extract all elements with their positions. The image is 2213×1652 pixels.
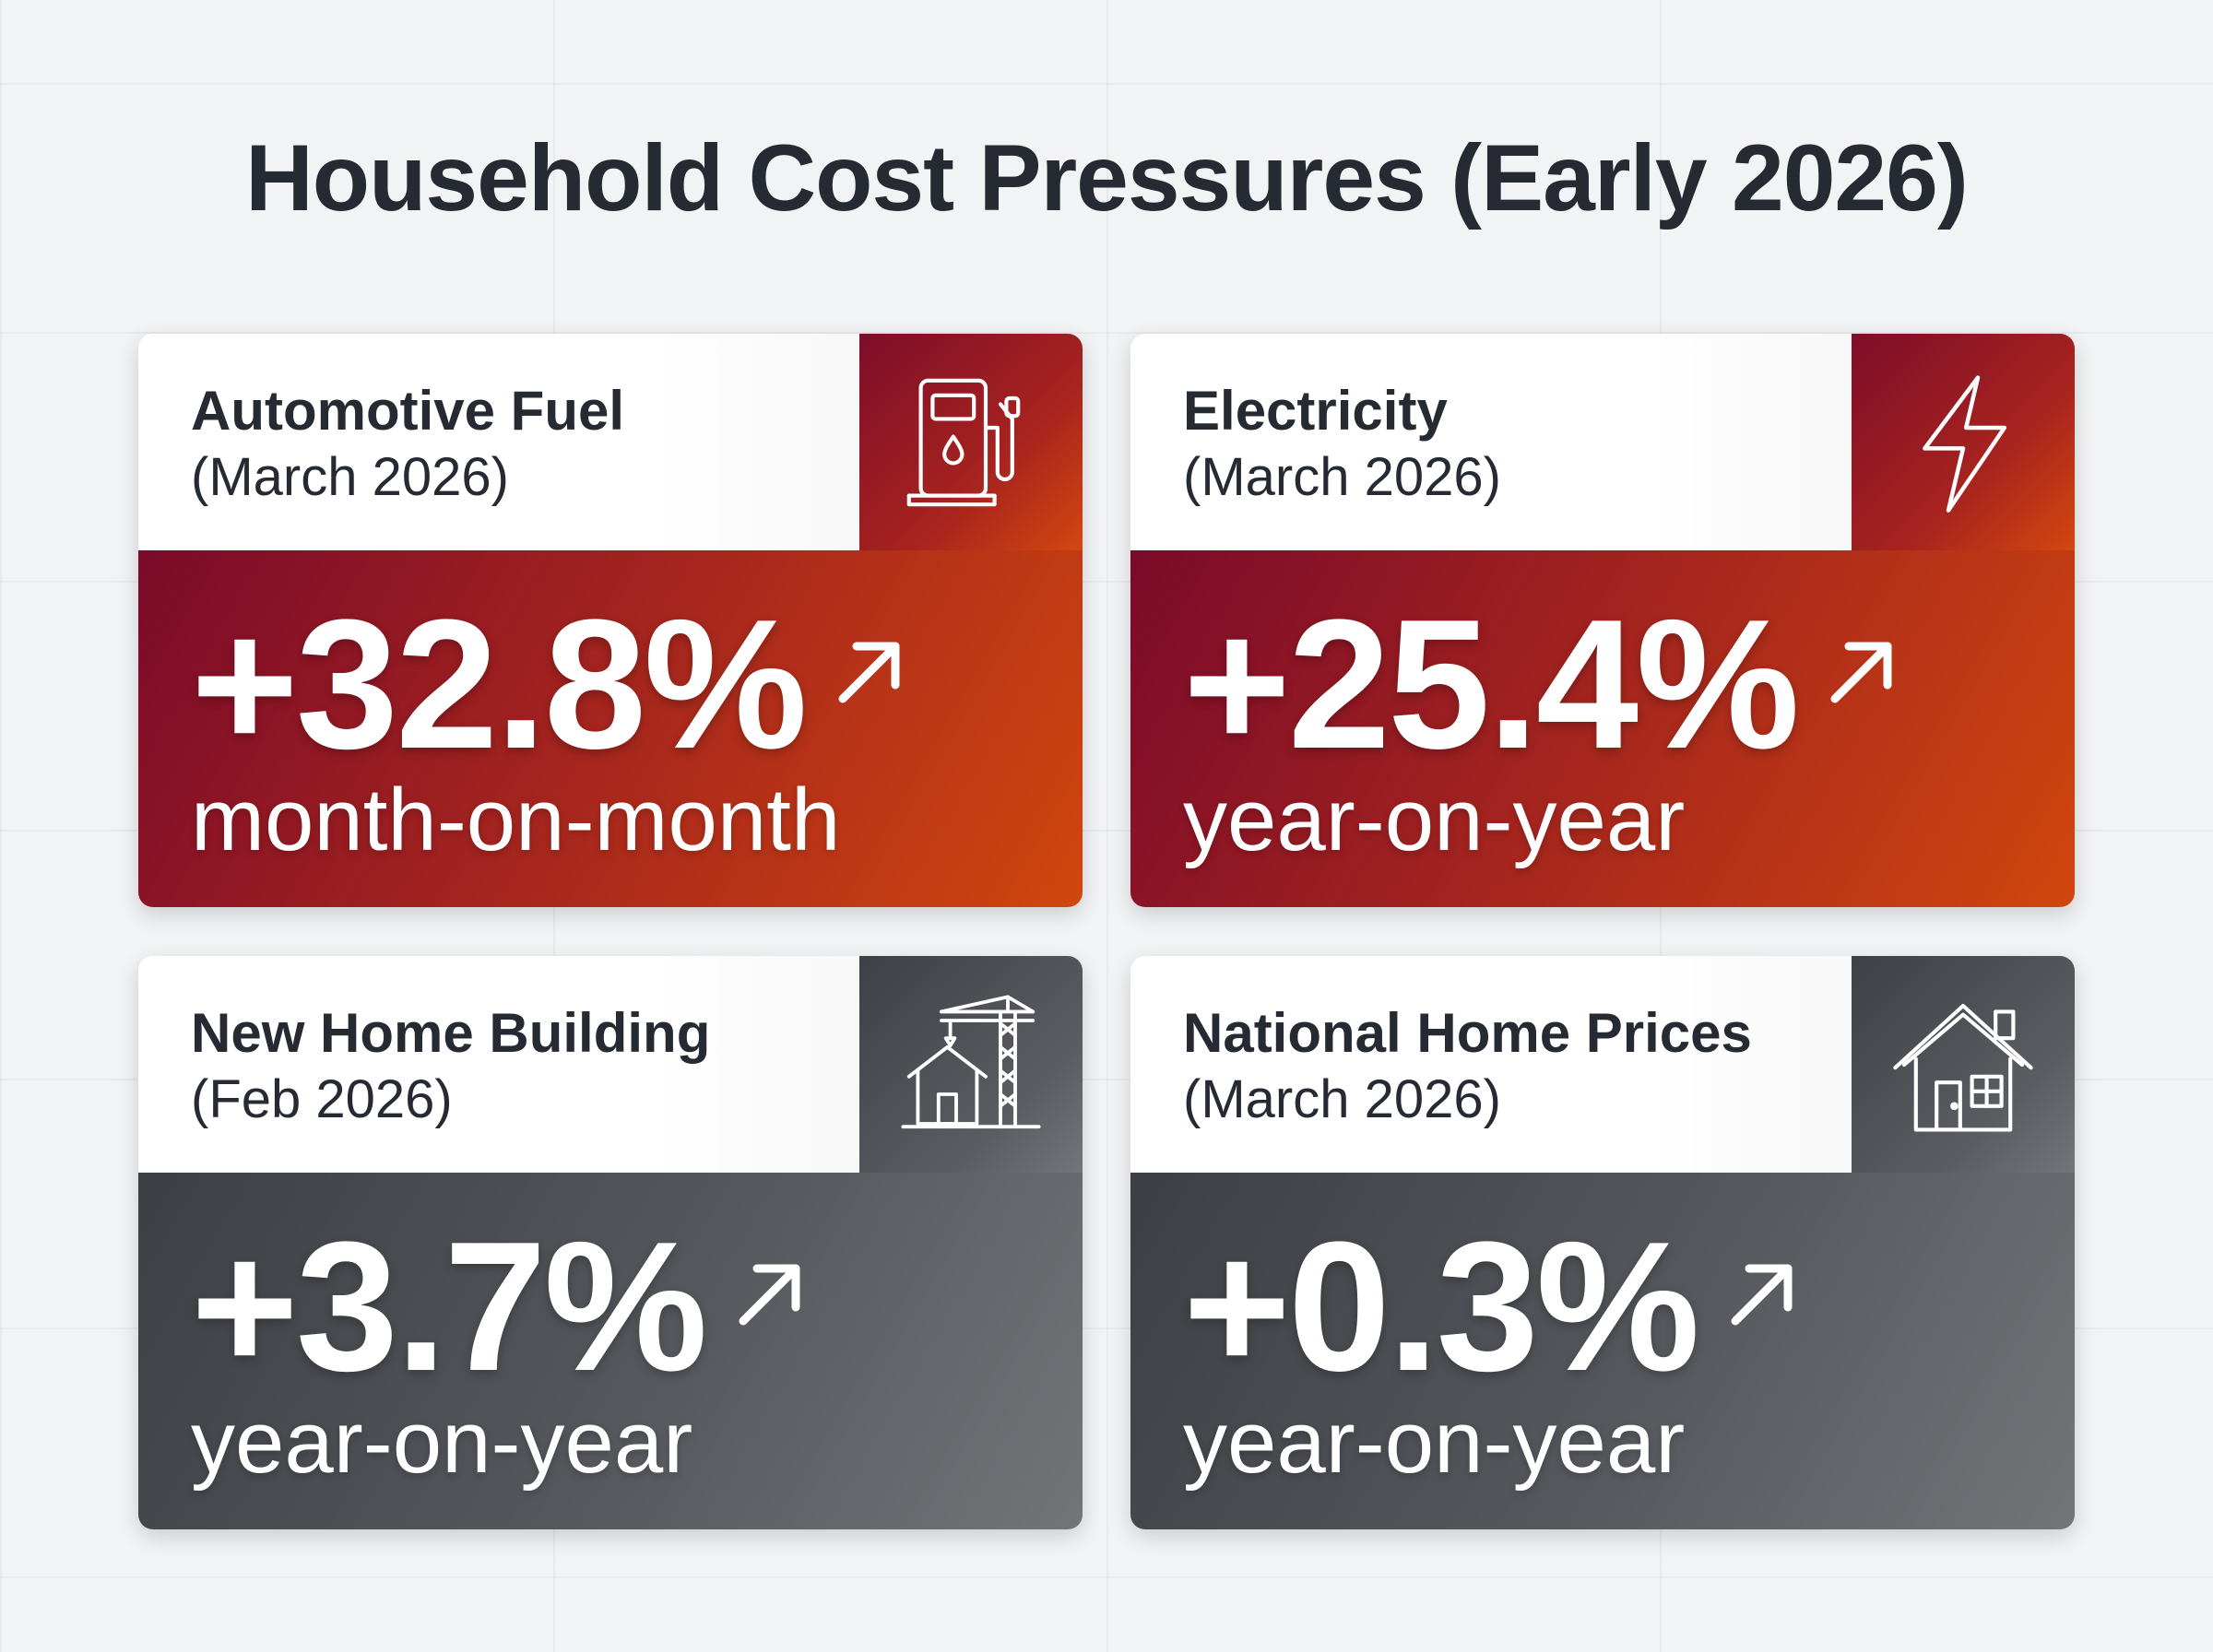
value-row: +32.8% xyxy=(191,593,912,777)
value-row: +0.3% xyxy=(1183,1215,1805,1399)
card-name: New Home Building xyxy=(191,1002,711,1064)
arrow-up-right-icon xyxy=(838,642,900,703)
value-row: +25.4% xyxy=(1183,593,1904,777)
card-comparison: month-on-month xyxy=(191,771,841,869)
stat-card-national-home-prices: National Home Prices (March 2026) +0.3% … xyxy=(1130,956,2075,1529)
arrow-up-right-icon xyxy=(1830,642,1892,703)
page-title: Household Cost Pressures (Early 2026) xyxy=(245,125,1969,230)
card-name: National Home Prices xyxy=(1183,1002,1752,1064)
arrow-up-right-icon xyxy=(1731,1264,1793,1326)
card-period: (March 2026) xyxy=(1183,447,1501,507)
card-name: Electricity xyxy=(1183,380,1448,442)
card-comparison: year-on-year xyxy=(191,1393,693,1492)
fuel-pump-icon xyxy=(859,334,1083,550)
value-row: +3.7% xyxy=(191,1215,812,1399)
lightning-bolt-icon xyxy=(1852,334,2075,550)
card-value: +3.7% xyxy=(191,1204,708,1410)
card-body: +25.4% year-on-year xyxy=(1130,550,2075,907)
house-icon xyxy=(1852,956,2075,1173)
card-period: (March 2026) xyxy=(191,447,509,507)
card-value: +32.8% xyxy=(191,582,808,787)
card-label: National Home Prices (March 2026) xyxy=(1183,1000,1752,1133)
stat-card-new-home-building: New Home Building (Feb 2026) +3.7% year- xyxy=(138,956,1083,1529)
card-label: Electricity (March 2026) xyxy=(1183,378,1501,511)
stat-card-electricity: Electricity (March 2026) +25.4% year-on-… xyxy=(1130,334,2075,907)
card-body: +32.8% month-on-month xyxy=(138,550,1083,907)
card-period: (March 2026) xyxy=(1183,1069,1501,1129)
card-name: Automotive Fuel xyxy=(191,380,625,442)
card-value: +25.4% xyxy=(1183,582,1800,787)
card-label: Automotive Fuel (March 2026) xyxy=(191,378,624,511)
card-body: +0.3% year-on-year xyxy=(1130,1173,2075,1529)
construction-crane-house-icon xyxy=(859,956,1083,1173)
card-label: New Home Building (Feb 2026) xyxy=(191,1000,710,1133)
arrow-up-right-icon xyxy=(739,1264,800,1326)
card-comparison: year-on-year xyxy=(1183,1393,1686,1492)
stat-card-automotive-fuel: Automotive Fuel (March 2026) +32.8% mont… xyxy=(138,334,1083,907)
card-comparison: year-on-year xyxy=(1183,771,1686,869)
card-body: +3.7% year-on-year xyxy=(138,1173,1083,1529)
card-period: (Feb 2026) xyxy=(191,1069,453,1129)
card-value: +0.3% xyxy=(1183,1204,1700,1410)
